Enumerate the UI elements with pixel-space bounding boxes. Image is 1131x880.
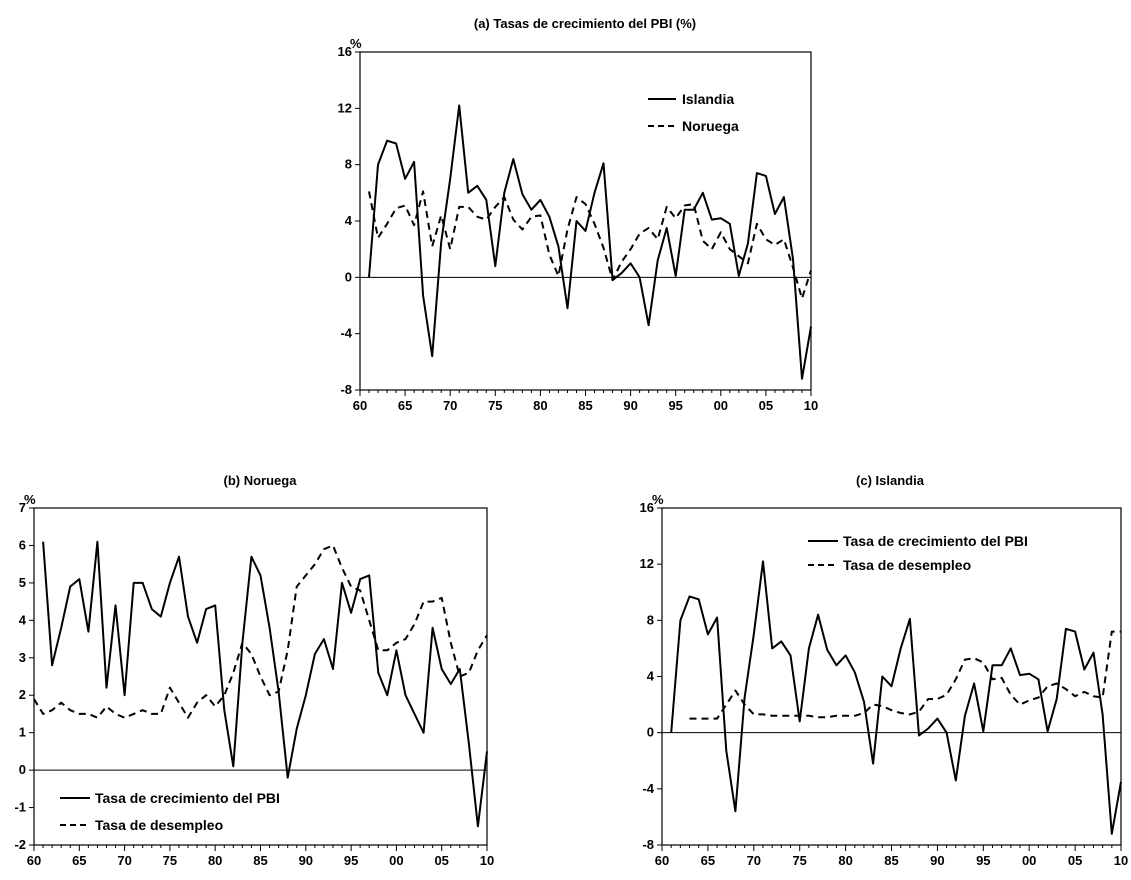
x-tick-label: 00: [389, 853, 403, 868]
legend-label: Tasa de crecimiento del PBI: [843, 533, 1028, 549]
x-tick-label: 80: [533, 398, 547, 413]
y-tick-label: 8: [647, 612, 654, 627]
x-tick-label: 60: [27, 853, 41, 868]
y-tick-label: 12: [338, 100, 352, 115]
y-tick-label: -8: [642, 837, 654, 852]
x-tick-label: 95: [668, 398, 682, 413]
legend-label: Noruega: [682, 118, 739, 134]
y-tick-label: 3: [19, 650, 26, 665]
x-tick-label: 95: [976, 853, 990, 868]
x-tick-label: 85: [578, 398, 592, 413]
x-tick-label: 65: [701, 853, 715, 868]
y-tick-label: 5: [19, 575, 26, 590]
y-tick-label: -4: [340, 326, 352, 341]
legend-label: Tasa de desempleo: [95, 817, 223, 833]
series-line-dashed: [690, 632, 1122, 719]
legend: Tasa de crecimiento del PBI Tasa de desem…: [60, 790, 280, 833]
plot-frame: [360, 52, 811, 390]
legend: Islandia Noruega: [648, 91, 739, 134]
y-tick-label: -4: [642, 781, 654, 796]
x-tick-label: 05: [434, 853, 448, 868]
x-tick-label: 10: [1114, 853, 1128, 868]
y-tick-label: 2: [19, 687, 26, 702]
series-line-solid: [369, 106, 811, 379]
y-tick-label: 4: [647, 669, 655, 684]
y-tick-label: 7: [19, 500, 26, 515]
x-tick-label: 00: [714, 398, 728, 413]
chart-a: (a) Tasas de crecimiento del PBI (%)%-8-…: [338, 16, 819, 413]
y-tick-label: 1: [19, 725, 26, 740]
y-tick-label: 0: [647, 725, 654, 740]
x-tick-label: 10: [480, 853, 494, 868]
y-tick-label: 6: [19, 537, 26, 552]
x-tick-label: 90: [623, 398, 637, 413]
legend-label: Tasa de desempleo: [843, 557, 971, 573]
x-tick-label: 05: [759, 398, 773, 413]
y-tick-label: 8: [345, 157, 352, 172]
x-tick-label: 80: [838, 853, 852, 868]
x-tick-label: 70: [747, 853, 761, 868]
x-tick-label: 70: [117, 853, 131, 868]
x-tick-label: 75: [163, 853, 177, 868]
chart-title: (c) Islandia: [856, 473, 925, 488]
y-tick-label: 12: [640, 556, 654, 571]
y-tick-label: 16: [640, 500, 654, 515]
x-tick-label: 70: [443, 398, 457, 413]
y-tick-label: 16: [338, 44, 352, 59]
chart-title: (b) Noruega: [224, 473, 298, 488]
x-tick-label: 65: [398, 398, 412, 413]
legend-label: Tasa de crecimiento del PBI: [95, 790, 280, 806]
x-tick-label: 60: [353, 398, 367, 413]
x-tick-label: 90: [299, 853, 313, 868]
x-tick-label: 90: [930, 853, 944, 868]
x-tick-label: 85: [884, 853, 898, 868]
legend: Tasa de crecimiento del PBI Tasa de desem…: [808, 533, 1028, 573]
series-line-dashed: [34, 545, 487, 717]
series-line-dashed: [369, 191, 811, 298]
y-tick-label: 0: [345, 269, 352, 284]
x-tick-label: 05: [1068, 853, 1082, 868]
x-tick-label: 60: [655, 853, 669, 868]
y-tick-label: 4: [19, 612, 27, 627]
y-tick-label: -2: [14, 837, 26, 852]
y-tick-label: -8: [340, 382, 352, 397]
x-tick-label: 85: [253, 853, 267, 868]
x-tick-label: 95: [344, 853, 358, 868]
x-tick-label: 80: [208, 853, 222, 868]
x-tick-label: 00: [1022, 853, 1036, 868]
y-tick-label: 4: [345, 213, 353, 228]
x-tick-label: 65: [72, 853, 86, 868]
y-tick-label: -1: [14, 800, 26, 815]
x-tick-label: 75: [488, 398, 502, 413]
x-tick-label: 10: [804, 398, 818, 413]
x-tick-label: 75: [792, 853, 806, 868]
series-line-solid: [671, 561, 1121, 833]
chart-title: (a) Tasas de crecimiento del PBI (%): [474, 16, 696, 31]
y-tick-label: 0: [19, 762, 26, 777]
legend-label: Islandia: [682, 91, 734, 107]
